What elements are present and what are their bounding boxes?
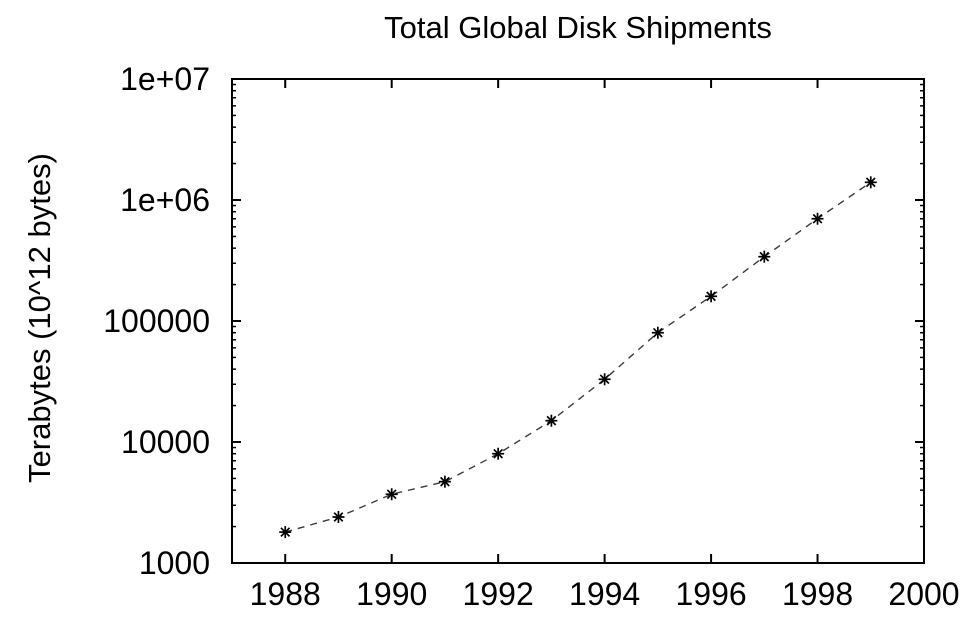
data-point-marker <box>492 447 505 460</box>
marker-stroke <box>599 374 610 385</box>
marker-stroke <box>493 448 504 459</box>
data-point-marker <box>332 510 345 523</box>
data-point-marker <box>758 250 771 263</box>
marker-stroke <box>865 177 876 188</box>
data-point-marker <box>864 176 877 189</box>
marker-stroke <box>386 489 397 500</box>
x-tick-label: 1992 <box>463 576 534 612</box>
y-tick-label: 10000 <box>121 424 210 460</box>
data-point-marker <box>811 212 824 225</box>
y-tick-label: 1000 <box>139 545 210 581</box>
data-point-marker <box>651 326 664 339</box>
data-point-marker <box>385 488 398 501</box>
y-tick-label: 1e+07 <box>120 61 210 97</box>
data-point-marker <box>705 290 718 303</box>
data-point-marker <box>598 373 611 386</box>
y-tick-label: 1e+06 <box>120 182 210 218</box>
marker-stroke <box>706 291 716 302</box>
marker-stroke <box>759 251 770 262</box>
x-tick-label: 1994 <box>569 576 640 612</box>
data-point-marker <box>545 414 558 427</box>
data-point-marker <box>279 526 292 539</box>
marker-stroke <box>546 415 557 426</box>
plot-border <box>231 78 925 564</box>
chart-title: Total Global Disk Shipments <box>384 10 772 45</box>
marker-stroke <box>652 327 663 338</box>
data-point-marker <box>438 475 451 488</box>
x-tick-label: 1990 <box>356 576 427 612</box>
marker-stroke <box>440 476 450 487</box>
marker-stroke <box>280 527 291 538</box>
x-tick-label: 2000 <box>888 576 959 612</box>
marker-stroke <box>812 213 823 224</box>
x-tick-label: 1996 <box>675 576 746 612</box>
x-tick-label: 1998 <box>782 576 853 612</box>
y-tick-label: 100000 <box>103 303 210 339</box>
marker-stroke <box>333 512 344 522</box>
x-tick-label: 1988 <box>250 576 321 612</box>
series-line <box>285 181 872 533</box>
